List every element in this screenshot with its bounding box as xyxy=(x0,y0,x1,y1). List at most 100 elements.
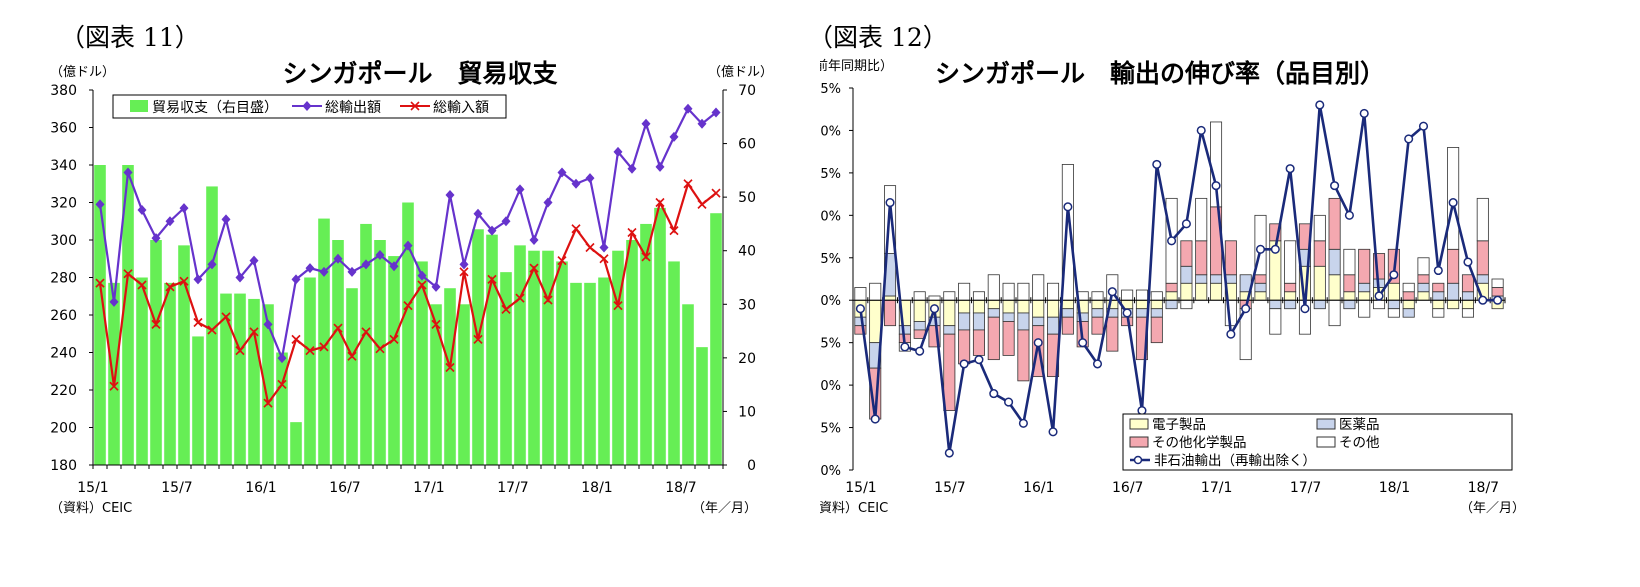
total-imports-point xyxy=(403,301,413,311)
x-tick-label: 15/1 xyxy=(77,480,108,496)
total-exports-point xyxy=(683,103,693,114)
trade-balance-bar xyxy=(332,240,344,465)
total-imports-point xyxy=(151,319,161,329)
total-exports-point xyxy=(179,203,189,214)
stacked-bar-segment xyxy=(1254,291,1267,301)
total-exports-point xyxy=(655,161,665,172)
y-axis-unit: （前年同期比） xyxy=(820,58,893,74)
stacked-bar-segment xyxy=(1358,282,1371,293)
stacked-bar-segment xyxy=(1284,282,1297,293)
stacked-bar-segment xyxy=(1047,316,1060,335)
stacked-bar-segment xyxy=(1284,299,1297,310)
non-oil-exports-point xyxy=(1359,108,1369,119)
stacked-bar-segment xyxy=(913,299,926,322)
trade-balance-bar xyxy=(248,298,260,465)
trade-balance-bar xyxy=(556,261,568,465)
non-oil-exports-point xyxy=(915,346,925,356)
trade-balance-bar xyxy=(206,186,218,465)
right-tick-label: 20 xyxy=(738,351,756,367)
stacked-bar-segment xyxy=(884,299,897,327)
non-oil-exports-point xyxy=(1033,338,1043,348)
right-tick-label: 70 xyxy=(738,83,756,99)
stacked-bar-segment xyxy=(1373,253,1386,280)
non-oil-exports-point xyxy=(1418,121,1429,131)
total-exports-point xyxy=(543,197,553,208)
left-tick-label: 200 xyxy=(50,421,77,437)
legend-label-others: その他 xyxy=(1339,435,1380,451)
trade-balance-bar xyxy=(304,277,316,465)
stacked-bar-segment xyxy=(1313,214,1326,242)
x-tick-label: 18/7 xyxy=(665,480,696,496)
stacked-bar-segment xyxy=(1461,274,1474,293)
total-imports-point xyxy=(655,197,665,208)
non-oil-exports-point xyxy=(1389,270,1399,280)
stacked-bar-segment xyxy=(1032,325,1045,378)
stacked-bar-segment xyxy=(913,291,926,301)
stacked-bar-segment xyxy=(1150,316,1163,344)
trade-balance-bar xyxy=(262,304,274,465)
stacked-bar-segment xyxy=(1328,248,1341,276)
total-exports-point xyxy=(529,235,539,245)
y-tick-label: ▲20% xyxy=(820,464,841,479)
y-tick-label: 5% xyxy=(820,252,841,267)
stacked-bar-segment xyxy=(1180,299,1193,310)
stacked-bar-segment xyxy=(1061,308,1074,318)
chart-title: シンガポール 貿易収支 xyxy=(282,59,557,88)
legend-marker-imports xyxy=(410,101,420,111)
non-oil-exports-point xyxy=(1018,418,1028,428)
stacked-bar-segment xyxy=(1135,289,1148,301)
stacked-bar-segment xyxy=(1180,282,1193,301)
stacked-bar-segment xyxy=(1476,240,1489,276)
total-exports-point xyxy=(235,272,245,283)
trade-balance-bar xyxy=(360,223,372,465)
stacked-bar-segment xyxy=(1432,291,1445,301)
total-exports-point xyxy=(613,146,623,157)
trade-balance-bar xyxy=(710,213,722,465)
y-tick-label: ▲15% xyxy=(820,422,841,437)
stacked-bar-segment xyxy=(1358,299,1371,318)
total-imports-point xyxy=(669,226,679,236)
stacked-bar-segment xyxy=(1343,291,1356,301)
non-oil-exports-point xyxy=(1181,219,1191,229)
stacked-bar-segment xyxy=(1269,299,1282,310)
x-tick-label: 17/1 xyxy=(1201,480,1232,496)
stacked-bar-segment xyxy=(1091,308,1104,318)
total-exports-point xyxy=(627,163,637,174)
total-imports-point xyxy=(277,379,287,389)
trade-balance-bar xyxy=(668,261,680,465)
stacked-bar-segment xyxy=(898,325,911,335)
stacked-bar-segment xyxy=(869,299,882,344)
stacked-bar-segment xyxy=(1047,282,1060,301)
total-exports-point xyxy=(333,253,343,264)
stacked-bar-segment xyxy=(943,333,956,411)
total-imports-point xyxy=(445,362,455,373)
right-tick-label: 60 xyxy=(738,137,756,153)
non-oil-exports-point xyxy=(1107,287,1117,297)
y-tick-label: ▲10% xyxy=(820,379,841,394)
left-axis-unit: （億ドル） xyxy=(50,64,115,80)
stacked-bar-segment xyxy=(1387,282,1400,301)
non-oil-exports-point xyxy=(1300,304,1310,314)
stacked-bar-segment xyxy=(1032,274,1045,301)
figure-11-label: （図表 11） xyxy=(60,23,200,52)
legend-swatch-pharmaceuticals xyxy=(1316,418,1336,430)
total-exports-point xyxy=(249,255,259,266)
left-tick-label: 220 xyxy=(50,383,77,399)
trade-balance-bar xyxy=(528,250,540,465)
stacked-bar-segment xyxy=(1417,282,1430,293)
legend-label-trade-balance: 貿易収支（右目盛） xyxy=(152,100,278,116)
total-exports-point xyxy=(557,167,567,178)
stacked-bar-segment xyxy=(928,295,941,301)
total-imports-point xyxy=(683,179,693,189)
stacked-bar-segment xyxy=(972,329,985,356)
stacked-bar-segment xyxy=(1432,282,1445,293)
non-oil-exports-point xyxy=(959,359,969,369)
stacked-bar-segment xyxy=(1106,316,1119,352)
total-imports-point xyxy=(697,199,707,209)
stacked-bar-segment xyxy=(1461,308,1474,318)
source-label: （資料）CEIC xyxy=(820,501,888,516)
non-oil-exports-point xyxy=(1241,304,1251,314)
trade-balance-bar xyxy=(220,293,232,465)
trade-balance-bar xyxy=(598,277,610,465)
trade-balance-bar xyxy=(500,272,512,465)
